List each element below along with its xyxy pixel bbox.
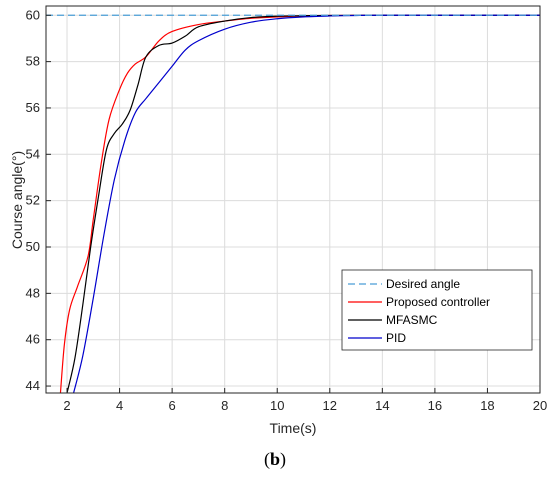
x-tick-label: 8 — [221, 398, 228, 413]
legend-entry: Proposed controller — [386, 295, 490, 309]
caption-letter: b — [270, 449, 280, 469]
x-tick-label: 14 — [375, 398, 389, 413]
y-tick-label: 50 — [26, 239, 40, 254]
x-tick-label: 6 — [169, 398, 176, 413]
legend-entry: PID — [386, 331, 406, 345]
legend-box — [341, 269, 533, 351]
legend: Desired angle Proposed controller MFASMC PI… — [341, 269, 533, 351]
x-tick-label: 10 — [270, 398, 284, 413]
y-tick-label: 54 — [26, 146, 40, 161]
y-tick-label: 44 — [26, 378, 40, 393]
x-tick-label: 12 — [323, 398, 337, 413]
x-ticks: 2 4 6 8 10 12 14 16 18 20 — [63, 388, 547, 413]
y-tick-label: 52 — [26, 193, 40, 208]
series-lines — [46, 14, 540, 393]
y-axis-label: Course angle(°) — [9, 151, 25, 249]
y-tick-label: 56 — [26, 100, 40, 115]
y-tick-label: 58 — [26, 54, 40, 69]
x-axis-label: Time(s) — [270, 420, 317, 436]
x-tick-label: 20 — [533, 398, 547, 413]
y-tick-label: 46 — [26, 332, 40, 347]
figure-caption: (b) — [264, 449, 286, 470]
legend-entry: MFASMC — [386, 313, 438, 327]
y-tick-label: 48 — [26, 285, 40, 300]
x-tick-label: 16 — [428, 398, 442, 413]
x-tick-label: 18 — [480, 398, 494, 413]
caption-open: ( — [264, 449, 270, 470]
x-tick-label: 4 — [116, 398, 123, 413]
axes-box — [45, 5, 541, 394]
x-tick-label: 2 — [63, 398, 70, 413]
legend-entry: Desired angle — [386, 277, 460, 291]
y-tick-label: 60 — [26, 7, 40, 22]
caption-close: ) — [280, 449, 286, 470]
y-ticks: 44 46 48 50 52 54 56 58 60 — [26, 7, 51, 393]
